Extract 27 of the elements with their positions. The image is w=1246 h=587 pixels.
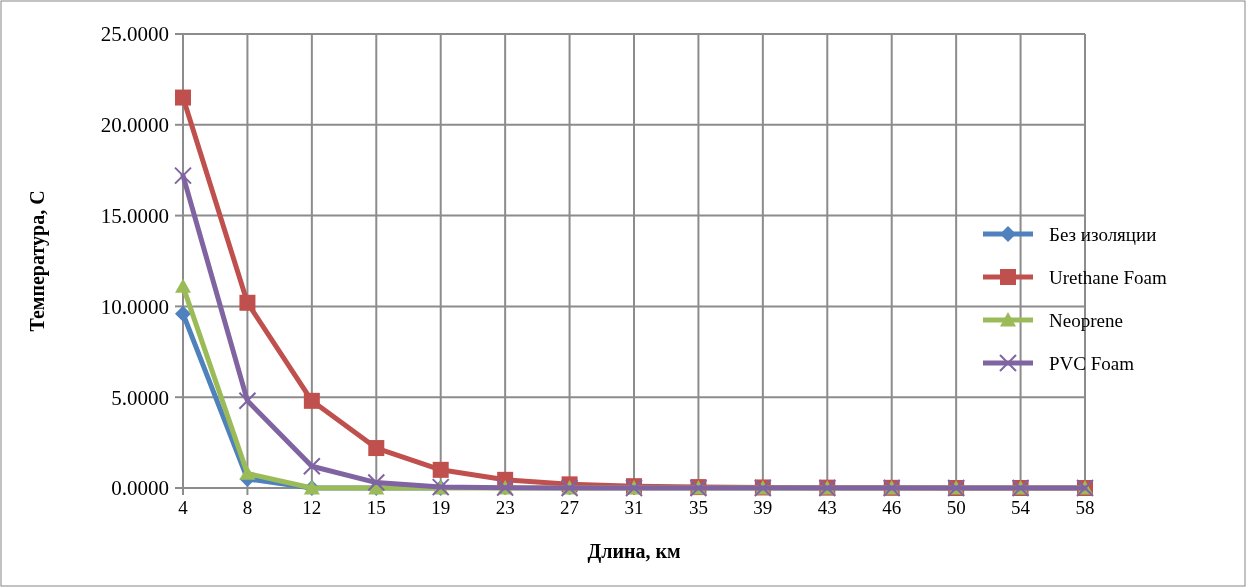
legend-label: Urethane Foam <box>1049 266 1167 288</box>
x-tick-label: 35 <box>688 497 708 518</box>
y-tick-label: 25.0000 <box>100 22 169 47</box>
legend-label: PVC Foam <box>1049 352 1135 374</box>
x-tick-label: 39 <box>753 497 773 518</box>
x-tick-label: 31 <box>624 497 644 518</box>
y-tick-label: 5.0000 <box>111 385 169 410</box>
x-tick-label: 46 <box>882 497 902 518</box>
legend-label: Neoprene <box>1049 309 1123 331</box>
x-tick-label: 12 <box>302 497 322 518</box>
x-tick-label: 54 <box>1011 497 1031 518</box>
x-tick-label: 27 <box>560 497 580 518</box>
x-tick-label: 58 <box>1075 497 1095 518</box>
legend-label: Без изоляции <box>1049 223 1157 245</box>
x-tick-label: 8 <box>242 497 253 518</box>
x-axis-title: Длина, км <box>587 540 681 563</box>
y-tick-label: 15.0000 <box>100 203 169 228</box>
y-tick-label: 20.0000 <box>100 113 169 138</box>
y-tick-label: 0.0000 <box>111 476 169 501</box>
x-tick-label: 23 <box>495 497 515 518</box>
x-tick-label: 50 <box>946 497 966 518</box>
x-tick-label: 19 <box>431 497 451 518</box>
y-tick-label: 10.0000 <box>100 294 169 319</box>
y-axis-title: Температура, С <box>26 190 49 332</box>
x-tick-label: 43 <box>817 497 837 518</box>
x-tick-label: 15 <box>366 497 386 518</box>
x-tick-label: 4 <box>178 497 189 518</box>
